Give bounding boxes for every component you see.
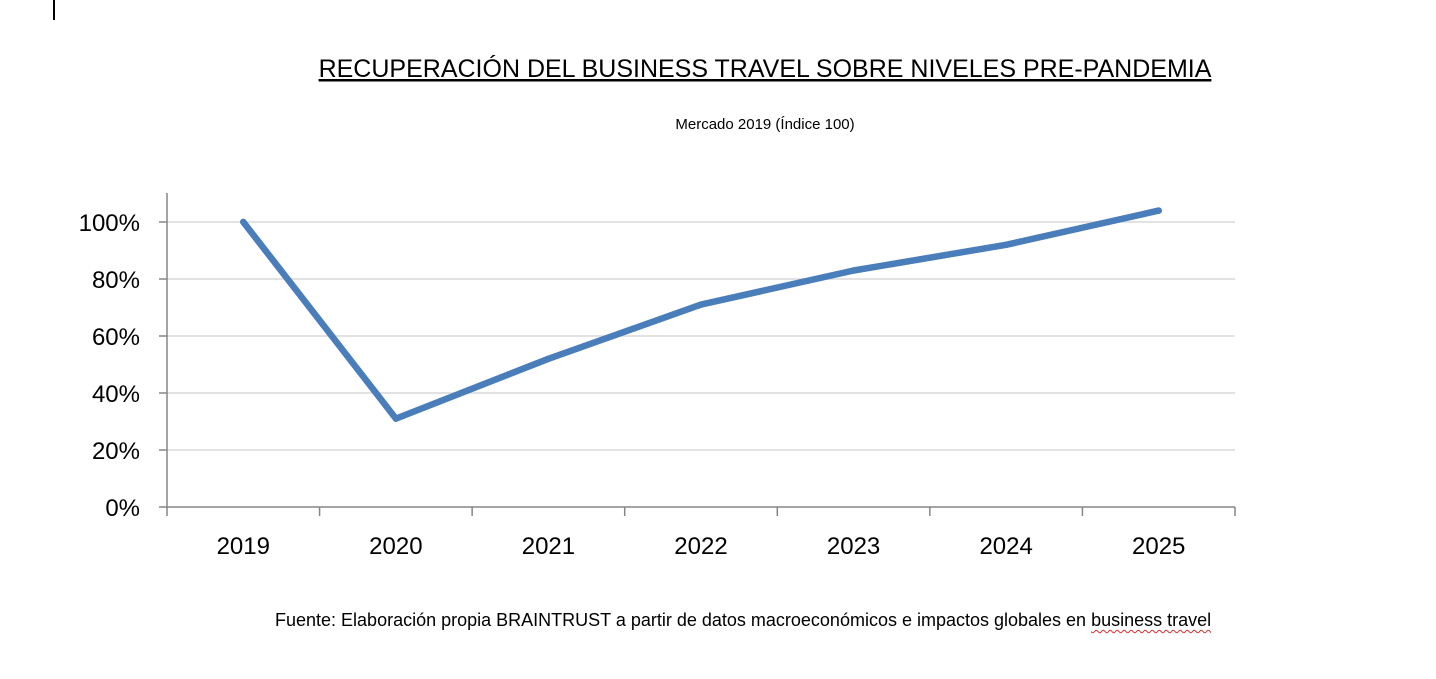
source-flagged-text: business travel xyxy=(1091,610,1212,630)
x-tick-label: 2025 xyxy=(1132,533,1185,560)
data-point xyxy=(545,355,552,362)
y-tick-label: 20% xyxy=(92,438,140,465)
y-axis-ticks: 0% 20% 40% 60% 80% 100% xyxy=(79,210,167,522)
y-tick-label: 100% xyxy=(79,210,140,237)
text-cursor xyxy=(53,0,55,20)
y-tick-label: 60% xyxy=(92,324,140,351)
data-point xyxy=(392,415,400,422)
series-line xyxy=(240,207,1162,422)
x-tick-label: 2020 xyxy=(369,533,422,560)
x-tick-label: 2024 xyxy=(979,533,1032,560)
x-tick-label: 2021 xyxy=(522,533,575,560)
source-text: Fuente: Elaboración propia BRAINTRUST a … xyxy=(275,610,1092,630)
source-note: Fuente: Elaboración propia BRAINTRUST a … xyxy=(275,610,1211,631)
chart-subtitle: Mercado 2019 (Índice 100) xyxy=(675,116,854,133)
data-point xyxy=(1155,207,1162,214)
gridlines xyxy=(167,221,1235,451)
x-axis-ticks: 2019 2020 2021 2022 2023 2024 2025 xyxy=(166,507,1236,560)
chart-title: RECUPERACIÓN DEL BUSINESS TRAVEL SOBRE N… xyxy=(319,54,1212,83)
y-tick-label: 0% xyxy=(105,495,140,522)
series xyxy=(240,207,1162,422)
x-tick-label: 2022 xyxy=(674,533,727,560)
y-tick-label: 40% xyxy=(92,381,140,408)
data-point xyxy=(240,218,247,226)
x-tick-label: 2019 xyxy=(217,533,270,560)
data-point xyxy=(697,301,705,308)
y-tick-label: 80% xyxy=(92,267,140,294)
data-point xyxy=(850,267,857,274)
data-point xyxy=(1002,241,1010,248)
axes xyxy=(166,193,1235,508)
chart: RECUPERACIÓN DEL BUSINESS TRAVEL SOBRE N… xyxy=(79,54,1236,560)
x-tick-label: 2023 xyxy=(827,533,880,560)
